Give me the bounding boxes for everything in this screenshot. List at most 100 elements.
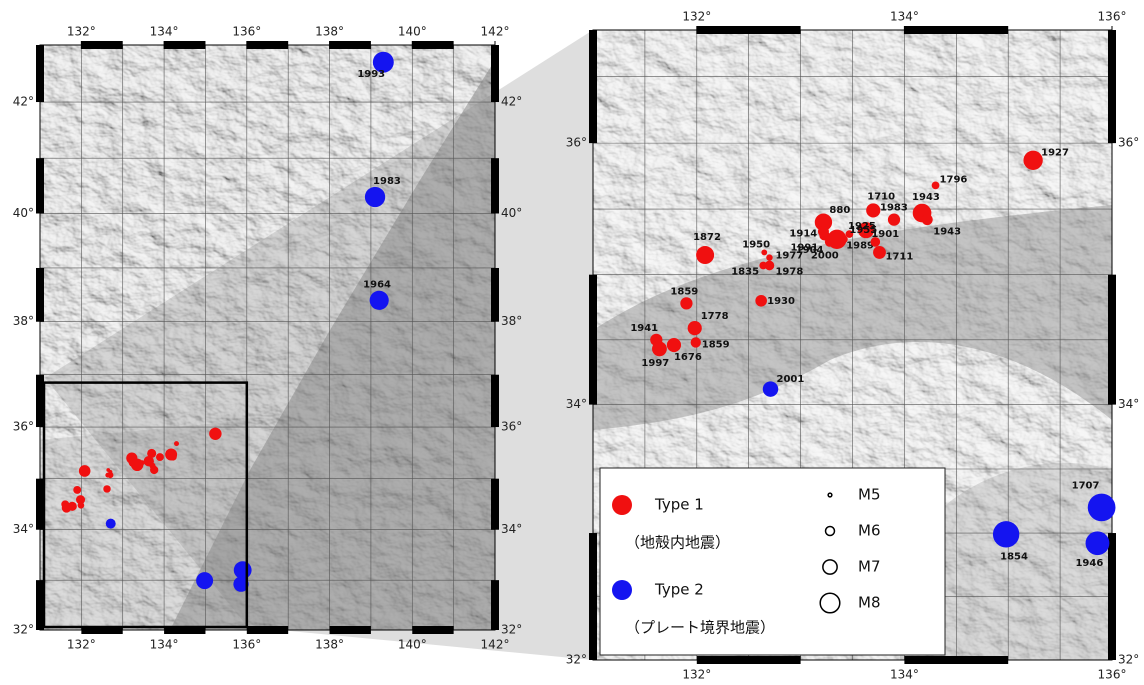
earthquake [79, 465, 91, 477]
lon-tick-label: 132° [682, 10, 711, 24]
earthquake [922, 214, 933, 225]
border-bar [589, 30, 597, 143]
earthquake [932, 182, 940, 190]
earthquake-label: 1977 [775, 251, 803, 262]
border-bar [247, 626, 288, 634]
legend-size [828, 493, 832, 497]
earthquake-label: 1943 [933, 227, 961, 238]
border-bar [247, 41, 288, 49]
earthquake [1088, 494, 1116, 522]
lat-tick-label: 40° [13, 206, 34, 220]
earthquake [365, 187, 385, 207]
lon-tick-label: 136° [232, 25, 261, 39]
border-bar [330, 41, 371, 49]
earthquake-label: 1946 [1075, 558, 1103, 569]
earthquake-label: 1989 [846, 240, 874, 251]
earthquake-label: 1943 [912, 192, 940, 203]
border-bar [36, 268, 44, 322]
border-bar [491, 268, 499, 322]
earthquake-label: 1950 [742, 239, 770, 250]
border-bar [1108, 30, 1116, 143]
border-bar [36, 45, 44, 102]
earthquake [131, 459, 143, 471]
earthquake-label: 2001 [776, 374, 804, 385]
earthquake-label: 1901 [871, 229, 899, 240]
earthquake-label: 1978 [775, 267, 803, 278]
lon-tick-label: 142° [481, 25, 510, 39]
border-bar [412, 626, 453, 634]
earthquake-label: 1964 [363, 279, 391, 290]
lat-tick-label: 32° [1118, 653, 1139, 667]
lat-tick-label: 32° [501, 623, 522, 637]
lon-tick-label: 140° [398, 638, 427, 652]
lon-tick-label: 134° [890, 668, 919, 682]
earthquake [196, 572, 213, 589]
lat-tick-label: 34° [501, 522, 522, 536]
border-bar [491, 158, 499, 213]
earthquake-label: 1778 [701, 311, 729, 322]
lat-tick-label: 34° [566, 397, 587, 411]
earthquake-label: 1993 [357, 69, 385, 80]
lon-tick-label: 138° [315, 25, 344, 39]
earthquake [170, 454, 177, 461]
earthquake [68, 502, 77, 511]
earthquake [370, 291, 389, 310]
earthquake [696, 246, 714, 264]
lat-tick-label: 36° [566, 136, 587, 150]
earthquake-label: 2000 [811, 250, 839, 261]
earthquake-label: 1796 [940, 174, 968, 185]
lon-tick-label: 134° [890, 10, 919, 24]
border-bar [1108, 275, 1116, 405]
legend-size-label: M8 [858, 594, 881, 612]
earthquake-label: 1707 [1072, 480, 1100, 491]
earthquake [827, 230, 846, 249]
lon-tick-label: 134° [150, 638, 179, 652]
lat-tick-label: 36° [1118, 136, 1139, 150]
earthquake [993, 521, 1019, 547]
earthquake [888, 213, 900, 225]
earthquake-label: 1710 [867, 191, 895, 202]
legend-size-label: M5 [858, 486, 881, 504]
earthquake [106, 519, 116, 529]
lon-tick-label: 142° [481, 638, 510, 652]
border-bar [491, 45, 499, 102]
earthquake [209, 428, 221, 440]
earthquake [652, 342, 667, 357]
figure: 132°132°134°134°136°136°138°138°140°140°… [0, 0, 1144, 685]
earthquake [156, 453, 164, 461]
lon-tick-label: 132° [682, 668, 711, 682]
border-bar [491, 479, 499, 530]
earthquake [691, 337, 701, 347]
lon-tick-label: 132° [67, 638, 96, 652]
legend-size [823, 560, 837, 574]
earthquake [765, 261, 775, 271]
border-bar [491, 580, 499, 630]
legend-label: Type 2 [654, 581, 704, 599]
legend-size [820, 593, 840, 613]
earthquake-label: 1927 [1041, 147, 1069, 158]
earthquake-label: 1859 [670, 286, 698, 297]
earthquake-label: 1997 [641, 358, 669, 369]
lat-tick-label: 38° [501, 314, 522, 328]
border-bar [164, 41, 205, 49]
earthquake [873, 246, 886, 259]
earthquake-label: 1914 [789, 228, 817, 239]
legend-size-label: M6 [858, 522, 881, 540]
lat-tick-label: 34° [13, 522, 34, 536]
earthquake-label: 1930 [767, 296, 795, 307]
lon-tick-label: 136° [1098, 10, 1127, 24]
border-bar [1108, 533, 1116, 660]
earthquake [1023, 151, 1042, 170]
lat-tick-label: 36° [13, 420, 34, 434]
border-bar [697, 656, 801, 664]
lat-tick-label: 38° [13, 314, 34, 328]
border-bar [412, 41, 453, 49]
earthquake [688, 321, 702, 335]
legend-size [826, 527, 835, 536]
earthquake [755, 295, 767, 307]
lat-tick-label: 40° [501, 206, 522, 220]
legend-size-label: M7 [858, 558, 881, 576]
border-bar [904, 26, 1008, 34]
border-bar [81, 41, 122, 49]
border-bar [36, 158, 44, 213]
